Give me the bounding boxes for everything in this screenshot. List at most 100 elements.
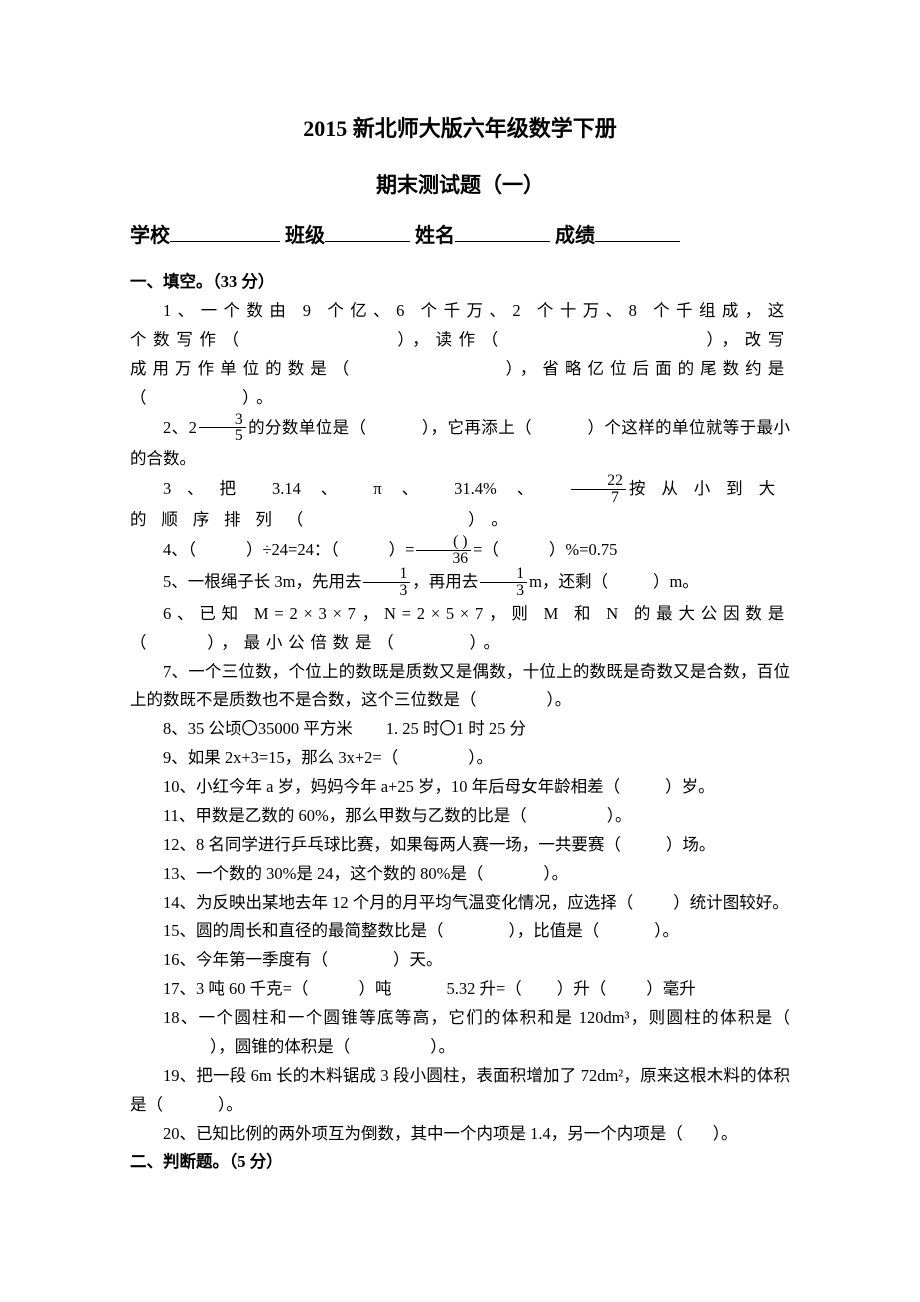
section1-heading: 一、填空。（33 分）	[130, 268, 790, 297]
q12-text-a: 12、8 名同学进行乒乓球比赛，如果每两人赛一场，一共要赛（	[163, 835, 621, 854]
score-blank[interactable]	[595, 221, 680, 242]
q15: 15、圆的周长和直径的最简整数比是（ ），比值是（ ）。	[130, 917, 790, 946]
q6: 6、已知 M=2×3×7，N=2×5×7，则 M 和 N 的最大公因数是（），最…	[130, 600, 790, 658]
q4-frac: ( )36	[416, 534, 471, 566]
q19-text-b: ）。	[218, 1095, 243, 1114]
score-label: 成绩	[555, 225, 595, 247]
q20-text-b: ）。	[713, 1124, 738, 1143]
q13: 13、一个数的 30%是 24，这个数的 80%是（ ）。	[130, 860, 790, 889]
section2-heading: 二、判断题。（5 分）	[130, 1148, 790, 1177]
q17-text-e: ）毫升	[646, 979, 696, 998]
q15-text-b: ），比值是（	[509, 921, 600, 940]
q3-frac-num: 22	[571, 473, 626, 490]
q9: 9、如果 2x+3=15，那么 3x+2=（ ）。	[130, 744, 790, 773]
q1-text-b: ），读作（	[397, 330, 505, 349]
q2-text-b: 的分数单位是（	[248, 418, 367, 437]
q16-text-a: 16、今年第一季度有（	[163, 950, 328, 969]
page-root: 2015 新北师大版六年级数学下册 期末测试题（一） 学校 班级 姓名 成绩 一…	[0, 0, 920, 1302]
q4-text-d: =（	[473, 540, 499, 559]
q5-text-c: m，还剩（	[529, 572, 608, 591]
q2-text-c: ），它再添上（	[421, 418, 532, 437]
q5-frac-1: 13	[363, 566, 410, 598]
q2-frac-den: 5	[199, 428, 246, 444]
q4-text-b: ）÷24=24：（	[246, 540, 339, 559]
q10-text-a: 10、小红今年 a 岁，妈妈今年 a+25 岁，10 年后母女年龄相差（	[163, 777, 620, 796]
q19: 19、把一段 6m 长的木料锯成 3 段小圆柱，表面积增加了 72dm²，原来这…	[130, 1062, 790, 1120]
q3-text-a: 3、把	[163, 479, 252, 498]
q7-text-a: 7、一个三位数，个位上的数既是质数又是偶数，十位上的数既是奇数又是合数，百位上的…	[130, 662, 790, 710]
q4: 4、（ ）÷24=24：（ ）=( )36=（ ）%=0.75	[130, 535, 790, 567]
q20-text-a: 20、已知比例的两外项互为倒数，其中一个内项是 1.4，另一个内项是（	[163, 1124, 683, 1143]
q3: 3、把 3.14 、 π 、 31.4% 、 227按从小到大的顺序排列（）。	[130, 474, 790, 535]
doc-title-2: 期末测试题（一）	[130, 167, 790, 204]
q11: 11、甲数是乙数的 60%，那么甲数与乙数的比是（ ）。	[130, 802, 790, 831]
q5-text-a: 5、一根绳子长 3m，先用去	[163, 572, 361, 591]
q4-text-c: ）=	[389, 540, 415, 559]
class-label: 班级	[285, 225, 325, 247]
q9-text-b: ）。	[468, 748, 493, 767]
q18: 18、一个圆柱和一个圆锥等底等高，它们的体积和是 120dm³，则圆柱的体积是（…	[130, 1004, 790, 1062]
doc-title-1: 2015 新北师大版六年级数学下册	[130, 110, 790, 149]
q3-v2: π	[373, 479, 381, 498]
q18-text-c: ）。	[430, 1037, 455, 1056]
q10-text-b: ）岁。	[665, 777, 715, 796]
q3-text-c: ）。	[468, 510, 522, 529]
q7-text-b: ）。	[547, 690, 572, 709]
q4-text-e: ）%=0.75	[549, 540, 617, 559]
q16: 16、今年第一季度有（ ）天。	[130, 946, 790, 975]
q5-text-b: ，再用去	[412, 572, 478, 591]
q6-text-c: ）。	[470, 633, 506, 652]
q11-text-b: ）。	[607, 806, 632, 825]
q15-text-a: 15、圆的周长和直径的最简整数比是（	[163, 921, 444, 940]
q4-frac-num[interactable]: ( )	[416, 534, 471, 551]
q15-text-c: ）。	[654, 921, 679, 940]
school-label: 学校	[130, 225, 170, 247]
q2-text-a: 2、	[163, 418, 189, 437]
school-blank[interactable]	[170, 221, 280, 242]
q11-text-a: 11、甲数是乙数的 60%，那么甲数与乙数的比是（	[163, 806, 527, 825]
q13-text-a: 13、一个数的 30%是 24，这个数的 80%是（	[163, 864, 483, 883]
student-info-line: 学校 班级 姓名 成绩	[130, 219, 790, 254]
class-blank[interactable]	[325, 221, 410, 242]
q16-text-b: ）天。	[393, 950, 443, 969]
q17-text-c: 5.32 升=（	[446, 979, 521, 998]
q12-text-b: ）场。	[666, 835, 716, 854]
q3-v3: 31.4%	[454, 479, 497, 498]
name-blank[interactable]	[455, 221, 550, 242]
q5-f1d: 3	[363, 583, 410, 599]
q3-sep2: 、	[402, 479, 434, 498]
q4-frac-den: 36	[416, 551, 471, 567]
q5: 5、一根绳子长 3m，先用去13，再用去13m，还剩（）m。	[130, 567, 790, 599]
q5-f1n: 1	[363, 566, 410, 583]
q13-text-b: ）。	[543, 864, 568, 883]
q2-mixed-int: 2	[189, 418, 197, 437]
q14: 14、为反映出某地去年 12 个月的月平均气温变化情况，应选择（）统计图较好。	[130, 889, 790, 918]
q2-frac-num: 3	[199, 412, 246, 429]
q12: 12、8 名同学进行乒乓球比赛，如果每两人赛一场，一共要赛（ ）场。	[130, 831, 790, 860]
q5-f2d: 3	[480, 583, 527, 599]
q3-v1: 3.14	[272, 479, 301, 498]
q5-frac-2: 13	[480, 566, 527, 598]
q4-text-a: 4、（	[163, 540, 196, 559]
name-label: 姓名	[415, 225, 455, 247]
q10: 10、小红今年 a 岁，妈妈今年 a+25 岁，10 年后母女年龄相差（ ）岁。	[130, 773, 790, 802]
q18-text-b: ），圆锥的体积是（	[210, 1037, 350, 1056]
q8: 8、35 公顷〇35000 平方米 1. 25 时〇1 时 25 分	[130, 715, 790, 744]
q3-frac: 227	[571, 473, 626, 505]
q18-text-a: 18、一个圆柱和一个圆锥等底等高，它们的体积和是 120dm³，则圆柱的体积是（	[163, 1008, 790, 1027]
q3-frac-den: 7	[571, 490, 626, 506]
q20: 20、已知比例的两外项互为倒数，其中一个内项是 1.4，另一个内项是（ ）。	[130, 1120, 790, 1149]
q17-text-b: ）吨	[358, 979, 391, 998]
q9-text-a: 9、如果 2x+3=15，那么 3x+2=（	[163, 748, 398, 767]
q17-text-a: 17、3 吨 60 千克=（	[163, 979, 308, 998]
q1: 1、一个数由 9 个亿、6 个千万、2 个十万、8 个千组成，这个数写作（ ），…	[130, 297, 790, 413]
q17-text-d: ）升（	[557, 979, 607, 998]
q7: 7、一个三位数，个位上的数既是质数又是偶数，十位上的数既是奇数又是合数，百位上的…	[130, 658, 790, 716]
q1-text-e: ）。	[242, 388, 278, 407]
q14-text-a: 14、为反映出某地去年 12 个月的月平均气温变化情况，应选择（	[163, 893, 633, 912]
q6-text-b: ），最小公倍数是（	[207, 633, 399, 652]
q5-f2n: 1	[480, 566, 527, 583]
q3-sep1: 、	[321, 479, 353, 498]
q2-frac: 35	[199, 412, 246, 444]
q17: 17、3 吨 60 千克=（ ）吨 5.32 升=（ ）升（ ）毫升	[130, 975, 790, 1004]
